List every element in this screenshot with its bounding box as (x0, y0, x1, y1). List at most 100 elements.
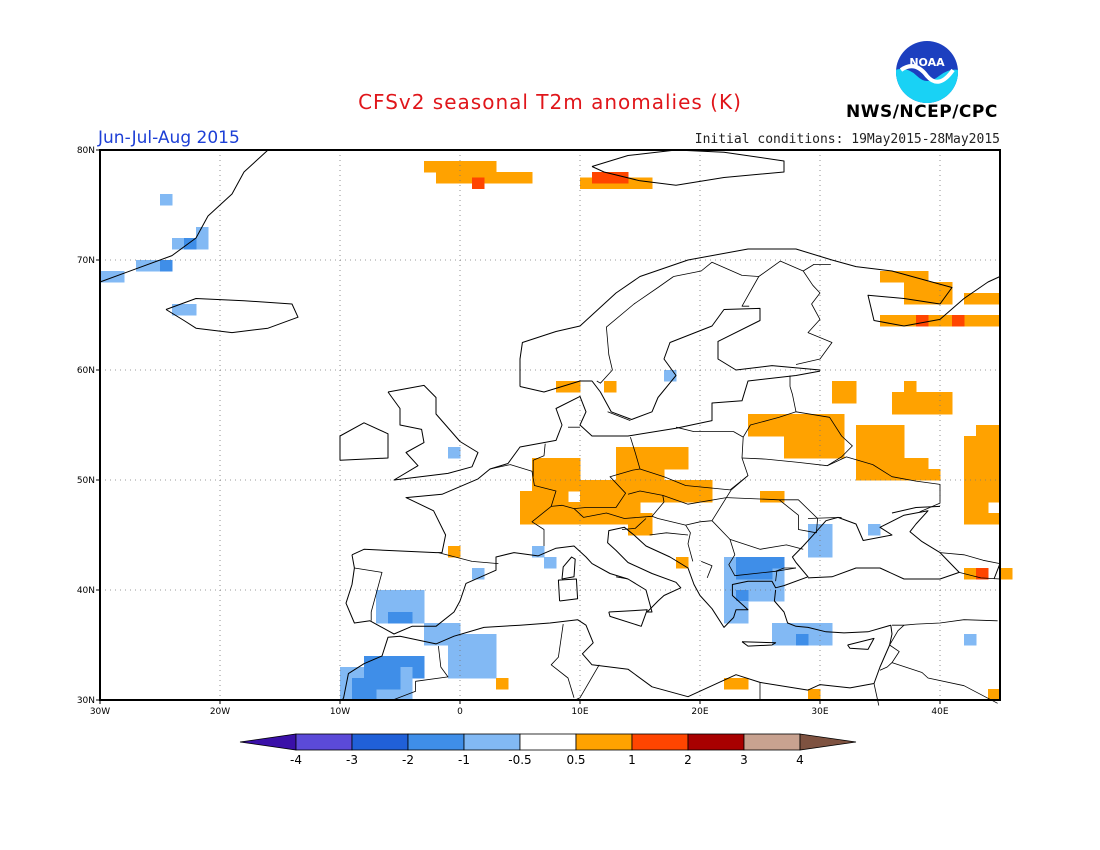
lat-tick-label: 40N (77, 586, 95, 596)
anomaly-cell (604, 381, 617, 393)
anomaly-cell (976, 568, 989, 580)
anomaly-cell (580, 480, 641, 514)
anomaly-cell (916, 315, 929, 327)
coastline (847, 637, 875, 650)
country-border (775, 567, 796, 572)
anomaly-cell (616, 447, 665, 481)
anomaly-cell (496, 678, 509, 690)
colorbar-segment (575, 733, 633, 751)
country-border (879, 644, 900, 671)
colorbar-label: -4 (290, 753, 302, 767)
anomaly-cell (424, 161, 437, 173)
anomaly-cell (160, 260, 173, 272)
country-border (741, 411, 853, 467)
country-border (728, 539, 797, 577)
coastline (561, 556, 576, 580)
lat-tick-label: 80N (77, 146, 95, 156)
colorbar-label: -1 (458, 753, 470, 767)
colorbar-arrow-right (799, 733, 857, 751)
lon-tick-label: 40E (931, 707, 948, 717)
country-border (649, 532, 689, 536)
anomaly-cell (544, 557, 557, 569)
coastline (891, 505, 941, 514)
country-border (532, 443, 546, 477)
colorbar-segment (631, 733, 689, 751)
country-border (873, 683, 880, 706)
colorbar-segment (407, 733, 465, 751)
anomaly-cell (736, 590, 749, 602)
anomaly-cell (784, 414, 845, 459)
anomaly-cell (964, 293, 989, 305)
anomaly-cell (472, 568, 485, 580)
colorbar-label: -3 (346, 753, 358, 767)
country-border (807, 517, 842, 519)
initial-conditions: Initial conditions: 19May2015-28May2015 (694, 132, 1000, 147)
colorbar-label: 0.5 (566, 753, 585, 767)
anomaly-cell (904, 282, 953, 305)
anomaly-cell (952, 315, 965, 327)
country-border (639, 426, 749, 491)
lon-tick-label: 20E (691, 707, 708, 717)
anomaly-cell (520, 491, 569, 503)
logo-text: NOAA (909, 56, 945, 69)
anomaly-cell (532, 546, 545, 558)
lat-tick-label: 70N (77, 256, 95, 266)
noaa-logo-icon: NOAA (896, 41, 958, 103)
country-border (775, 571, 778, 582)
lon-tick-label: 30E (811, 707, 828, 717)
anomaly-cell (136, 260, 173, 272)
anomaly-cell (196, 227, 209, 239)
lat-tick-label: 30N (77, 696, 95, 706)
anomaly-cell (880, 271, 929, 283)
colorbar-segment (351, 733, 409, 751)
colorbar-label: 4 (796, 753, 804, 767)
anomaly-cell (964, 436, 1001, 503)
anomaly-cell (532, 458, 581, 492)
anomaly-cell (592, 172, 629, 184)
coastline (387, 384, 479, 481)
country-border (575, 664, 600, 701)
lon-tick-label: 10W (330, 707, 350, 717)
coastline (99, 149, 269, 283)
anomaly-cell (988, 293, 1001, 305)
coastline (341, 589, 893, 701)
country-border (673, 260, 831, 277)
country-border (615, 576, 629, 580)
coastline (351, 370, 821, 556)
agency-label: NWS/NCEP/CPC (846, 102, 998, 122)
anomaly-cell (184, 238, 197, 250)
country-border (827, 456, 941, 513)
country-border (662, 489, 732, 505)
country-border (959, 572, 1001, 580)
country-border (701, 561, 713, 579)
anomaly-cell (724, 601, 749, 624)
anomaly-cell (892, 392, 953, 415)
anomaly-cell (868, 524, 881, 536)
anomaly-cell (448, 634, 497, 679)
anomaly-cell (676, 491, 713, 503)
anomaly-cell (676, 557, 689, 569)
anomaly-cell (352, 678, 377, 701)
anomaly-cell (808, 689, 821, 701)
anomaly-cell (736, 557, 773, 580)
anomaly-cell (160, 194, 173, 206)
anomaly-cell (1000, 568, 1013, 580)
colorbar-arrow-left (239, 733, 297, 751)
country-border (741, 276, 760, 307)
country-border (651, 497, 727, 526)
anomaly-cell (496, 172, 521, 184)
country-border (795, 270, 833, 365)
colorbar-segment (463, 733, 521, 751)
country-border (711, 520, 804, 550)
country-border (621, 518, 647, 530)
country-border (726, 497, 817, 534)
anomaly-cell (964, 502, 989, 525)
country-border (685, 524, 694, 562)
latitude-ticks: 30N 40N 50N 60N 70N 80N (77, 146, 100, 706)
anomaly-cell (520, 172, 533, 184)
anomaly-cell (880, 315, 917, 327)
longitude-ticks: 30W 20W 10W 0 10E 20E 30E 40E (90, 700, 949, 717)
anomaly-cell (772, 557, 785, 569)
anomaly-cell (460, 161, 485, 173)
anomaly-cell (448, 546, 461, 558)
